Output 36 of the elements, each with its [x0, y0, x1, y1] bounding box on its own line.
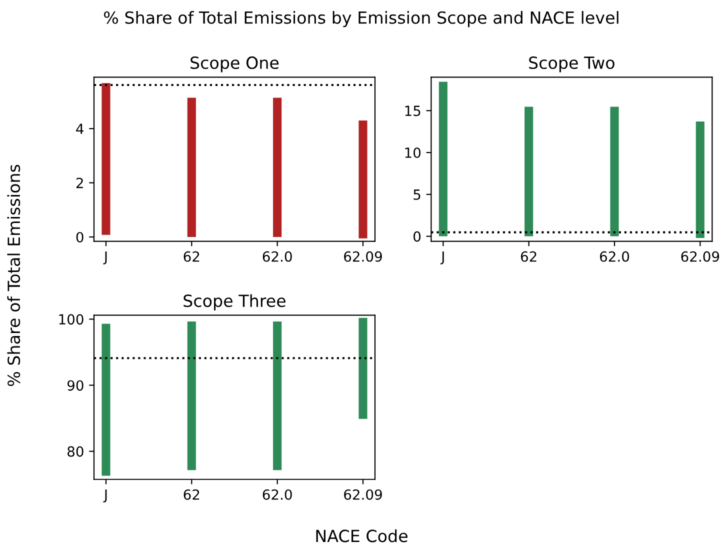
x-tick-label: 62.0: [262, 489, 292, 500]
x-tick-label: 62.09: [344, 251, 382, 262]
x-tick-label: 62: [184, 489, 200, 500]
x-tick-label: J: [440, 251, 444, 264]
x-tick-label: 62.09: [681, 251, 720, 262]
bar: [273, 98, 282, 237]
x-tick-label: 62.0: [262, 251, 292, 262]
bar: [524, 106, 534, 236]
y-tick-label: 5: [414, 190, 420, 200]
y-tick-label: 90: [67, 380, 84, 391]
bar: [358, 120, 368, 238]
y-axis-title: % Share of Total Emissions: [7, 164, 20, 386]
x-tick-label: 62: [184, 251, 200, 262]
bar: [696, 122, 704, 238]
bar: [187, 98, 196, 237]
y-tick-label: 0: [76, 232, 84, 242]
bar: [102, 83, 110, 235]
y-tick-label: 4: [76, 124, 84, 134]
bar: [610, 106, 619, 236]
y-tick-label: 80: [68, 446, 84, 457]
x-tick-label: 62.09: [344, 489, 382, 500]
chart-title: Scope One: [190, 56, 279, 72]
text: % Share of Total Emissions by Emission Scope and NACE level: [104, 11, 618, 28]
y-tick-label: 0: [414, 231, 421, 242]
x-tick-label: 62.0: [600, 251, 630, 262]
y-tick-label: 15: [405, 106, 420, 116]
x-tick-label: 62: [520, 251, 536, 262]
y-tick-label: 2: [76, 178, 83, 188]
x-axis-title: NACE Code: [316, 529, 408, 542]
x-tick-label: J: [103, 251, 107, 264]
y-tick-label: 10: [405, 147, 421, 158]
y-tick-label: 100: [59, 314, 84, 325]
x-tick-label: J: [103, 490, 107, 502]
chart-title: Scope Two: [529, 56, 614, 72]
bar: [438, 82, 448, 236]
chart-title: Scope Three: [184, 294, 286, 310]
